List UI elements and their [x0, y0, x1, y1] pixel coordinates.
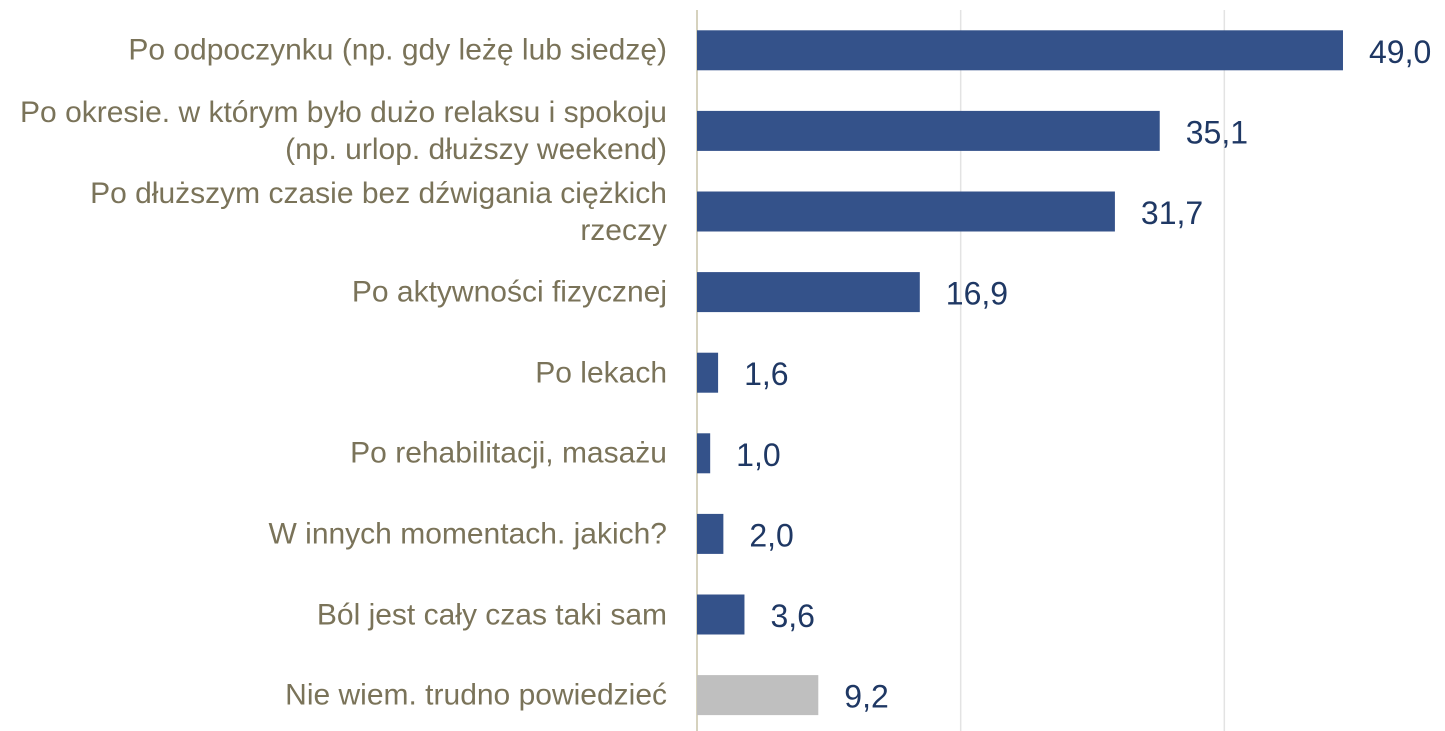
- bar: [697, 513, 724, 554]
- category-label: Po dłuższym czasie bez dźwigania ciężkic…: [90, 176, 667, 247]
- category-label: Po lekach: [535, 356, 667, 390]
- value-label: 16,9: [946, 276, 1008, 312]
- value-label: 1,0: [736, 437, 780, 473]
- category-label: Ból jest cały czas taki sam: [316, 598, 667, 631]
- bar: [697, 30, 1343, 71]
- value-label: 9,2: [844, 679, 888, 715]
- category-label: Po okresie. w którym było dużo relaksu i…: [20, 95, 667, 166]
- bar: [697, 433, 711, 474]
- category-label: Nie wiem. trudno powiedzieć: [285, 678, 667, 712]
- value-label: 1,6: [744, 356, 788, 392]
- category-label: Po rehabilitacji, masażu: [350, 436, 667, 470]
- bar: [697, 191, 1115, 232]
- value-label: 31,7: [1141, 195, 1203, 231]
- bar: [697, 110, 1160, 151]
- value-label: 49,0: [1369, 34, 1431, 70]
- value-label: 3,6: [770, 598, 814, 634]
- value-label: 35,1: [1186, 114, 1248, 150]
- category-label: Po aktywności fizycznej: [351, 275, 667, 309]
- bar: [697, 594, 745, 635]
- bar: [697, 675, 819, 716]
- category-label: Po odpoczynku (np. gdy leżę lub siedzę): [128, 33, 667, 67]
- bar: [697, 272, 920, 313]
- category-label: W innych momentach. jakich?: [268, 517, 668, 551]
- value-label: 2,0: [749, 517, 793, 553]
- bar: [697, 352, 719, 393]
